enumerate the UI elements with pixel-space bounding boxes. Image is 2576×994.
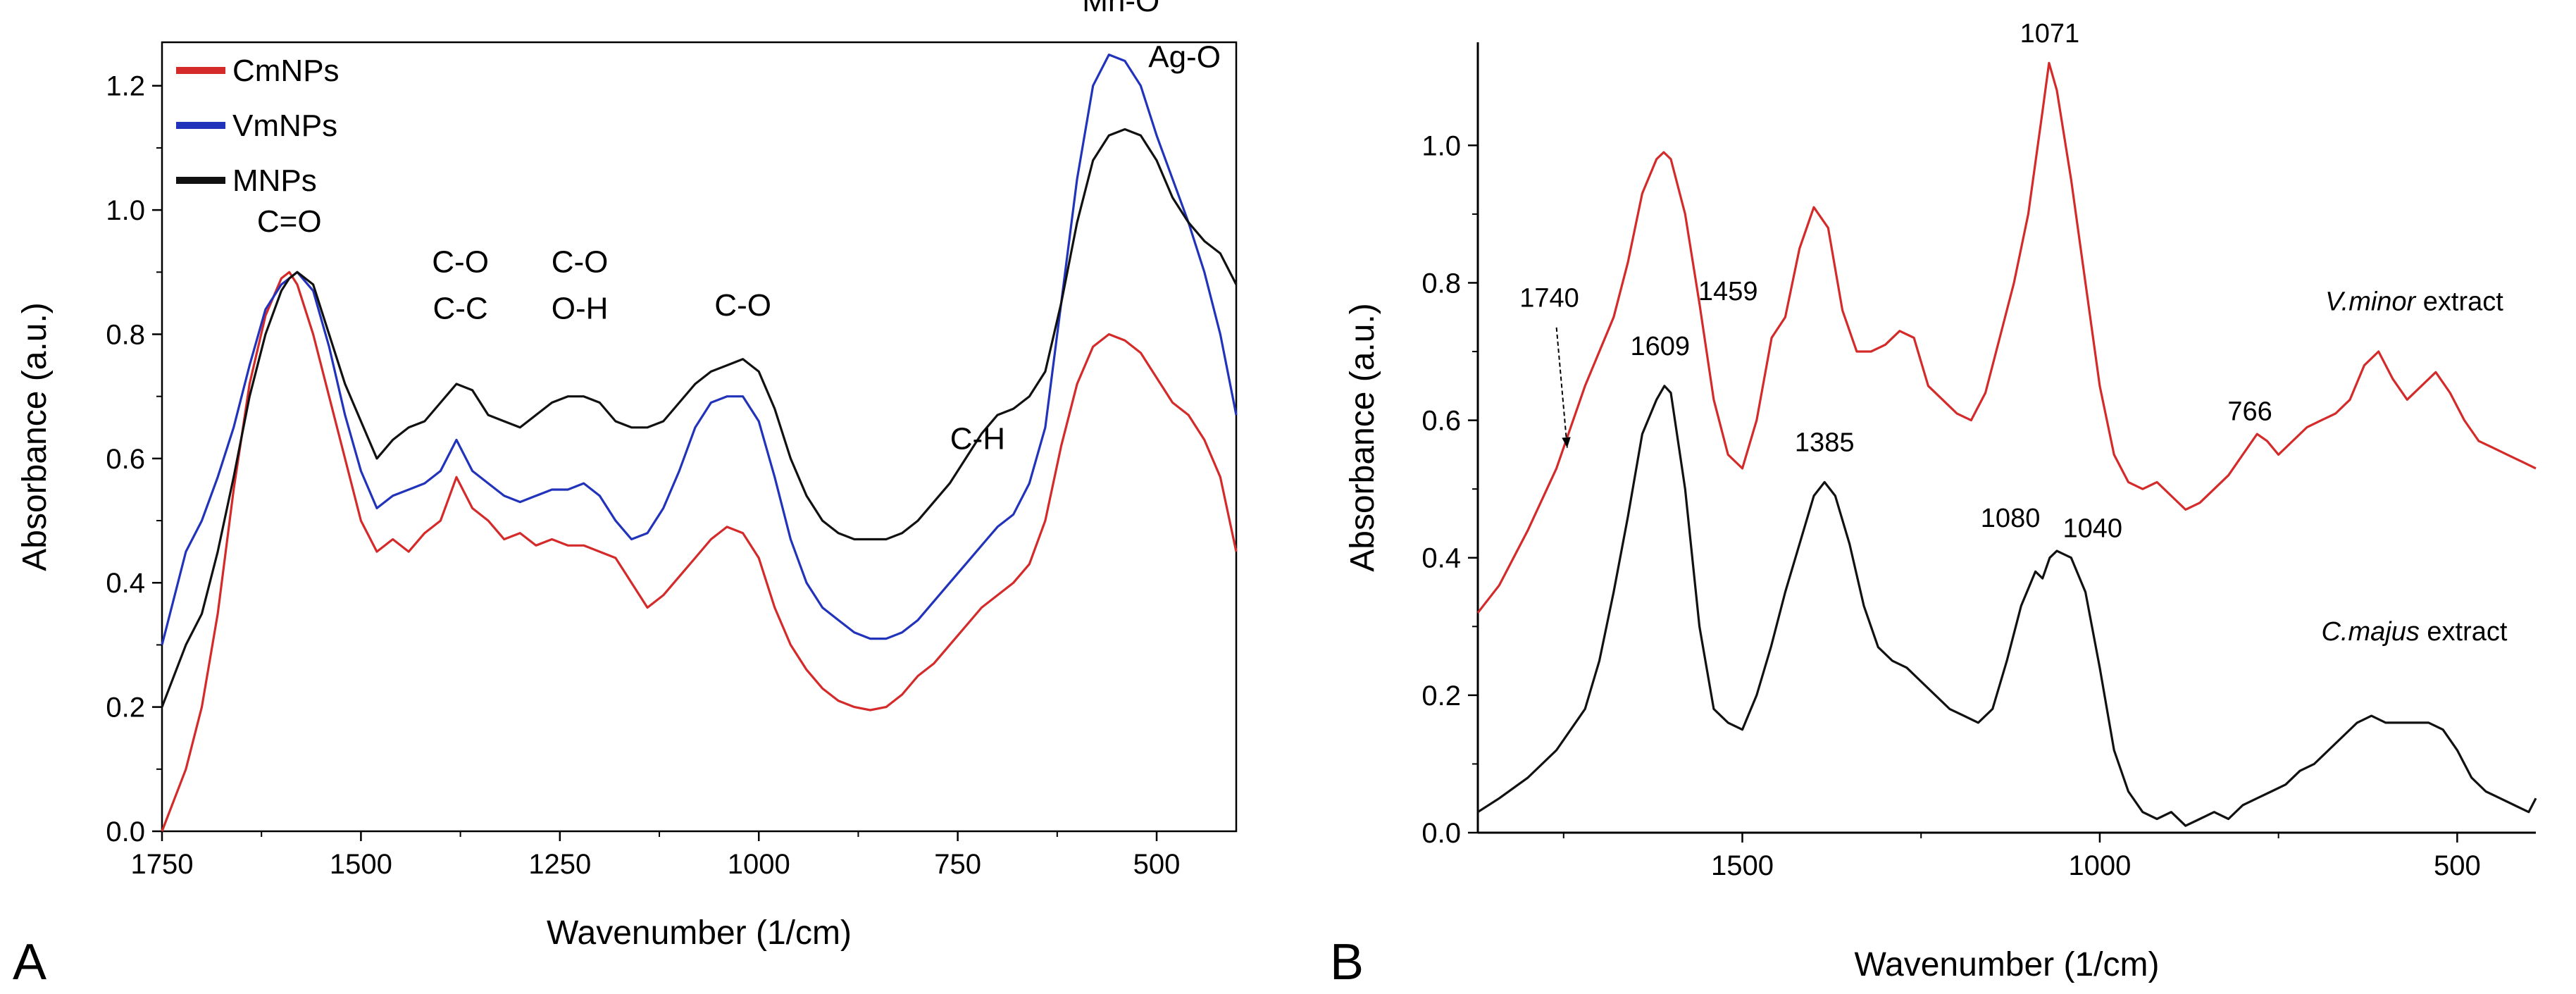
y-axis-label: Absorbance (a.u.) xyxy=(1344,303,1381,572)
y-tick-label: 0.2 xyxy=(106,692,145,723)
x-tick-label: 500 xyxy=(1133,849,1181,880)
peak-annotation: C=O xyxy=(257,204,322,239)
peak-annotation: O-H xyxy=(552,291,609,325)
legend-label: CmNPs xyxy=(232,54,340,88)
y-axis-label: Absorbance (a.u.) xyxy=(16,302,54,571)
panel-b: 1500 1000 500 0.0 0.2 0.4 0.6 0.8 1.0 Wavenumber … xyxy=(1330,19,2537,990)
series-name-label: V.minor extract xyxy=(2325,287,2503,317)
series-name-italic: V.minor xyxy=(2325,287,2416,317)
peak-annotation: 1080 xyxy=(1981,504,2041,533)
y-tick-label: 1.0 xyxy=(106,195,145,226)
y-tick-label: 0.0 xyxy=(106,816,145,847)
legend-label: VmNPs xyxy=(232,108,337,143)
y-tick-label: 1.0 xyxy=(1421,130,1461,161)
panel-letter: A xyxy=(13,934,46,990)
series-name-italic: C.majus xyxy=(2321,617,2419,647)
y-tick-label: 0.8 xyxy=(1421,268,1461,299)
panel-letter: B xyxy=(1330,934,1364,990)
peak-annotation: 1609 xyxy=(1631,332,1691,361)
peak-annotation: C-O xyxy=(552,244,609,279)
peak-annotation: Mn-O xyxy=(1082,0,1159,18)
plot-frame xyxy=(161,41,1238,833)
x-tick-label: 1000 xyxy=(2068,850,2131,881)
x-tick-label: 1500 xyxy=(330,849,392,880)
arrow-head xyxy=(1562,437,1571,448)
y-tick-label: 0.4 xyxy=(106,568,145,599)
series-line-cmnps xyxy=(161,271,1238,832)
series-name-suffix: extract xyxy=(2420,617,2508,647)
x-axis-label: Wavenumber (1/cm) xyxy=(547,914,852,952)
x-tick-label: 1250 xyxy=(528,849,591,880)
x-tick-label: 1000 xyxy=(728,849,790,880)
peak-annotation: 1459 xyxy=(1698,277,1758,306)
y-tick-label: 0.4 xyxy=(1421,543,1461,574)
series-line-vmnps xyxy=(161,54,1238,645)
peak-annotation: 766 xyxy=(2227,397,2272,427)
x-tick-label: 1750 xyxy=(131,849,194,880)
peak-annotation: 1740 xyxy=(1519,284,1579,313)
y-tick-label: 0.0 xyxy=(1421,818,1461,849)
peak-annotation: Ag-O xyxy=(1148,39,1221,74)
peak-annotation: C-O xyxy=(432,244,489,279)
y-tick-label: 0.6 xyxy=(1421,406,1461,437)
y-tick-label: 1.2 xyxy=(106,71,145,102)
peak-annotation: C-C xyxy=(433,291,488,325)
x-axis-label: Wavenumber (1/cm) xyxy=(1855,946,2160,983)
series-name-label: C.majus extract xyxy=(2321,617,2507,647)
legend: CmNPs VmNPs MNPs xyxy=(176,54,340,198)
peak-annotation: 1040 xyxy=(2063,514,2123,543)
legend-label: MNPs xyxy=(232,163,317,198)
series-line-v-minor-extract xyxy=(1476,61,2537,614)
peak-annotation: 1071 xyxy=(2020,19,2080,49)
y-tick-label: 0.6 xyxy=(106,444,145,475)
y-tick-label: 0.2 xyxy=(1421,681,1461,712)
arrow-line xyxy=(1555,327,1568,448)
peak-annotation: 1385 xyxy=(1795,428,1855,458)
panel-a: 1750 1500 1250 1000 750 500 0.0 0.2 0.4 0.6 0.8 1.0… xyxy=(13,0,1238,990)
x-tick-label: 1500 xyxy=(1711,850,1774,881)
series-line-c-majus-extract xyxy=(1477,385,2537,827)
x-tick-label: 750 xyxy=(934,849,981,880)
peak-annotation: C-O xyxy=(714,288,771,323)
y-tick-label: 0.8 xyxy=(106,319,145,350)
series-line-mnps xyxy=(161,128,1238,708)
x-tick-label: 500 xyxy=(2434,850,2481,881)
peak-annotation: C-H xyxy=(950,422,1005,456)
series-name-suffix: extract xyxy=(2415,287,2503,317)
